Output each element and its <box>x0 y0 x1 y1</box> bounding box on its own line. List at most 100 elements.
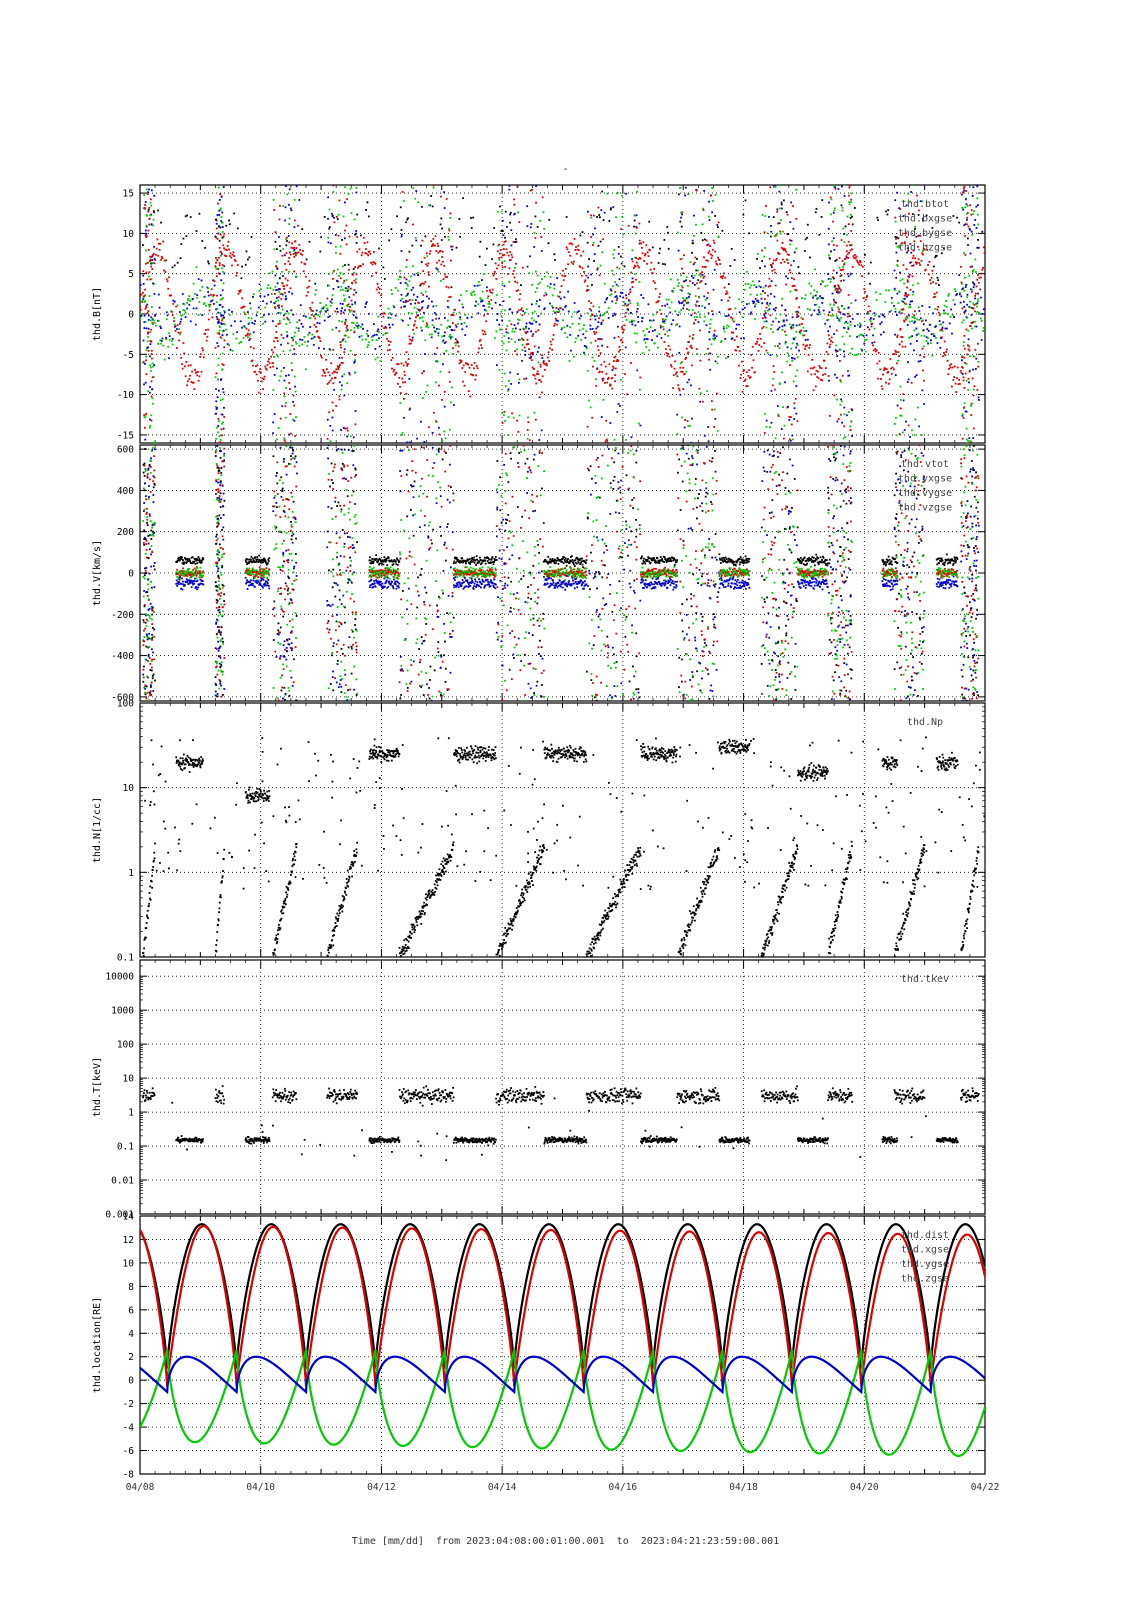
b-point <box>386 349 389 352</box>
b-point <box>228 344 230 347</box>
b-point <box>342 282 345 284</box>
b-point <box>828 414 831 417</box>
b-point <box>479 297 482 299</box>
b-point <box>252 296 254 298</box>
b-point <box>428 274 430 276</box>
b-point <box>630 281 633 284</box>
b-point <box>785 319 788 322</box>
b-point <box>477 312 480 315</box>
b-point <box>838 182 840 184</box>
b-point <box>792 204 794 207</box>
b-point <box>896 259 899 262</box>
y-tick-label: 10 <box>123 229 135 240</box>
b-point <box>890 367 892 370</box>
b-point <box>336 307 338 310</box>
v-point <box>217 488 220 491</box>
b-point <box>658 252 661 255</box>
b-point <box>789 221 792 224</box>
b-point <box>443 191 445 194</box>
b-point <box>624 315 627 318</box>
b-point <box>922 345 925 348</box>
b-point <box>516 373 519 375</box>
b-point <box>613 438 616 441</box>
b-point <box>415 316 417 319</box>
b-point <box>162 240 165 243</box>
b-point <box>145 306 148 309</box>
b-point <box>933 293 936 295</box>
b-point <box>817 297 820 300</box>
b-point <box>145 412 148 415</box>
b-point <box>541 196 544 199</box>
b-point <box>905 204 908 207</box>
b-point <box>879 323 882 325</box>
b-point <box>420 307 423 310</box>
b-point <box>711 310 713 313</box>
b-point <box>929 324 932 326</box>
v-point <box>149 580 152 583</box>
b-point <box>376 330 379 332</box>
b-point <box>657 299 660 302</box>
b-point <box>173 317 175 319</box>
b-point <box>934 295 937 298</box>
b-point <box>226 333 228 336</box>
b-point <box>428 333 431 336</box>
b-point <box>388 312 391 315</box>
b-point <box>894 216 897 219</box>
b-point <box>388 239 391 242</box>
b-point <box>388 344 391 346</box>
b-point <box>408 342 411 345</box>
b-point <box>633 267 635 269</box>
b-point <box>468 366 471 369</box>
v-point <box>146 660 149 662</box>
b-point <box>787 405 789 408</box>
v-point <box>148 657 151 659</box>
b-point <box>662 325 664 328</box>
b-point <box>708 219 711 222</box>
b-point <box>331 302 333 304</box>
b-point <box>275 297 278 299</box>
b-point <box>971 233 974 236</box>
v-point <box>152 533 154 536</box>
b-point <box>397 278 400 281</box>
v-point <box>217 549 219 551</box>
b-point <box>366 201 369 204</box>
b-point <box>281 254 284 257</box>
b-point <box>365 333 368 335</box>
b-point <box>348 371 351 374</box>
b-point <box>953 288 956 291</box>
b-point <box>474 304 477 307</box>
b-point <box>974 348 977 351</box>
b-point <box>851 409 854 412</box>
b-point <box>717 221 720 224</box>
b-point <box>786 346 789 349</box>
b-point <box>606 310 609 313</box>
b-point <box>685 370 688 373</box>
b-point <box>290 450 292 452</box>
b-point <box>919 354 921 357</box>
b-point <box>963 305 966 308</box>
b-point <box>727 355 730 358</box>
b-point <box>295 342 298 345</box>
b-point <box>780 203 783 206</box>
b-point <box>562 269 564 272</box>
b-point <box>415 311 418 314</box>
b-point <box>559 291 561 294</box>
b-point <box>307 333 309 336</box>
b-point <box>972 427 975 430</box>
b-point <box>223 311 226 314</box>
b-point <box>869 317 872 320</box>
b-point <box>749 313 752 315</box>
b-point <box>161 257 164 260</box>
v-point <box>217 490 220 493</box>
b-point <box>500 210 503 213</box>
v-point <box>144 569 147 572</box>
b-point <box>606 192 609 195</box>
b-point <box>514 212 516 215</box>
b-point <box>835 350 838 353</box>
b-point <box>631 277 634 280</box>
b-point <box>906 286 908 289</box>
b-point <box>364 252 367 254</box>
b-point <box>807 354 810 356</box>
b-point <box>625 311 627 314</box>
